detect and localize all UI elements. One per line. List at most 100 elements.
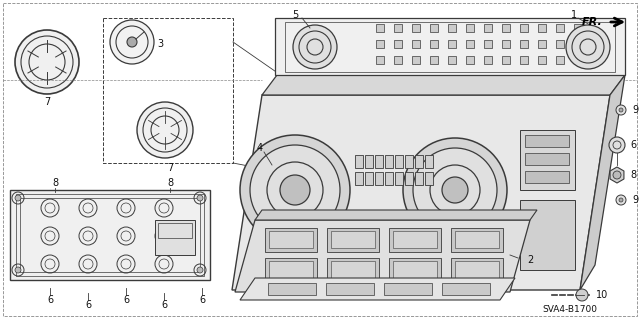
Bar <box>385 172 393 185</box>
Circle shape <box>197 195 203 201</box>
Bar <box>520 40 528 48</box>
Bar <box>16 194 204 276</box>
Bar <box>425 172 433 185</box>
Bar <box>455 261 499 278</box>
Circle shape <box>619 108 623 112</box>
Bar <box>538 24 546 32</box>
Circle shape <box>616 195 626 205</box>
Bar <box>405 172 413 185</box>
Circle shape <box>576 289 588 301</box>
Bar <box>520 56 528 64</box>
Bar <box>448 40 456 48</box>
Bar <box>412 56 420 64</box>
Bar <box>103 18 233 163</box>
Text: 10: 10 <box>596 290 608 300</box>
Bar <box>393 231 437 248</box>
Circle shape <box>110 20 154 64</box>
Bar <box>574 56 582 64</box>
Text: 8: 8 <box>167 178 173 188</box>
Bar <box>430 40 438 48</box>
Bar <box>355 172 363 185</box>
Circle shape <box>566 25 610 69</box>
Bar <box>375 172 383 185</box>
Circle shape <box>137 102 193 158</box>
Bar <box>520 200 575 270</box>
Text: 6: 6 <box>47 295 53 305</box>
Text: 6: 6 <box>85 300 91 310</box>
Bar <box>405 155 413 168</box>
Circle shape <box>127 37 137 47</box>
Circle shape <box>442 177 468 203</box>
Bar <box>375 155 383 168</box>
Bar <box>574 24 582 32</box>
Bar <box>155 220 195 255</box>
Bar <box>412 40 420 48</box>
Bar <box>268 283 316 295</box>
Bar <box>484 24 492 32</box>
Text: 6: 6 <box>630 140 636 150</box>
Bar <box>376 24 384 32</box>
Bar <box>365 172 373 185</box>
Text: 4: 4 <box>257 143 263 153</box>
Bar <box>466 56 474 64</box>
Bar <box>520 24 528 32</box>
Polygon shape <box>580 75 625 290</box>
Bar <box>448 56 456 64</box>
Bar <box>376 40 384 48</box>
Bar <box>385 155 393 168</box>
Bar <box>556 24 564 32</box>
Bar <box>525 135 569 147</box>
Bar <box>365 155 373 168</box>
Bar <box>538 40 546 48</box>
Text: 5: 5 <box>292 10 298 20</box>
Circle shape <box>15 195 21 201</box>
Bar <box>451 258 503 282</box>
Bar <box>525 171 569 183</box>
Circle shape <box>15 267 21 273</box>
Bar <box>425 155 433 168</box>
Circle shape <box>240 135 350 245</box>
Text: 9: 9 <box>632 105 638 115</box>
Bar <box>265 228 317 252</box>
Text: 7: 7 <box>167 163 173 173</box>
Bar <box>415 172 423 185</box>
Polygon shape <box>262 75 625 95</box>
Bar <box>466 24 474 32</box>
Bar <box>556 40 564 48</box>
Bar <box>556 56 564 64</box>
Polygon shape <box>610 167 624 183</box>
Circle shape <box>293 25 337 69</box>
Circle shape <box>280 175 310 205</box>
Text: 1: 1 <box>571 10 577 20</box>
Bar <box>484 40 492 48</box>
Bar <box>393 261 437 278</box>
Bar <box>10 190 210 280</box>
Bar <box>455 231 499 248</box>
Bar <box>574 40 582 48</box>
Polygon shape <box>240 278 515 300</box>
Polygon shape <box>235 220 530 292</box>
Bar <box>502 24 510 32</box>
Bar <box>466 40 474 48</box>
Bar <box>389 258 441 282</box>
Bar <box>158 223 192 238</box>
Bar <box>484 56 492 64</box>
Circle shape <box>197 267 203 273</box>
Text: 6: 6 <box>161 300 167 310</box>
Bar <box>430 24 438 32</box>
Circle shape <box>15 30 79 94</box>
Polygon shape <box>275 18 625 75</box>
Bar <box>538 56 546 64</box>
Bar <box>331 231 375 248</box>
Text: 2: 2 <box>527 255 533 265</box>
Bar <box>331 261 375 278</box>
Polygon shape <box>232 95 610 290</box>
Bar <box>451 228 503 252</box>
Bar <box>430 56 438 64</box>
Text: 6: 6 <box>199 295 205 305</box>
Bar <box>327 228 379 252</box>
Bar <box>412 24 420 32</box>
Bar <box>269 261 313 278</box>
Bar <box>502 56 510 64</box>
Circle shape <box>403 138 507 242</box>
